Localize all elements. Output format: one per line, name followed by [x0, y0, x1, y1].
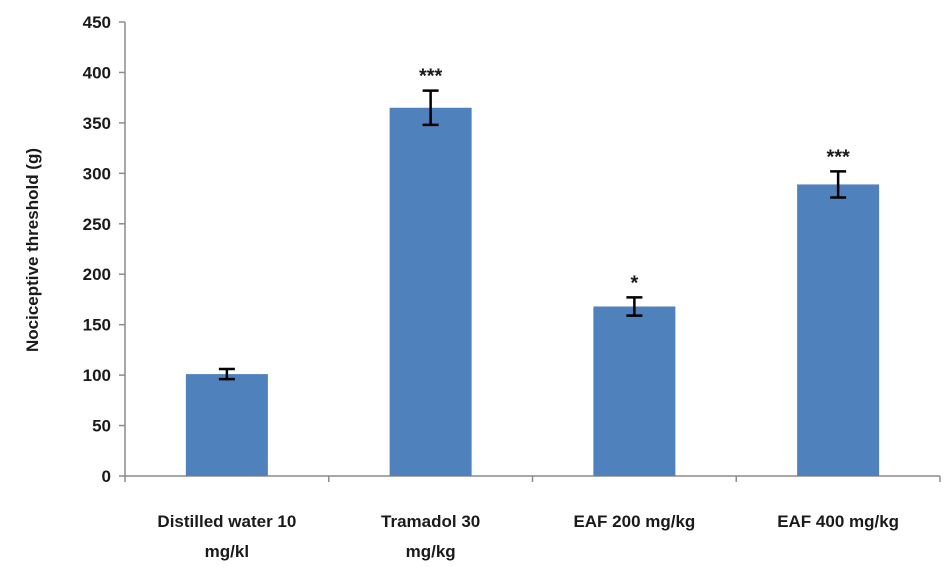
- significance-label: ***: [419, 66, 443, 88]
- y-tick-label: 0: [102, 467, 111, 486]
- y-tick-label: 450: [83, 13, 111, 32]
- y-tick-label: 250: [83, 215, 111, 234]
- significance-annotations: *******: [419, 66, 850, 295]
- y-tick-label: 400: [83, 63, 111, 82]
- y-tick-label: 150: [83, 316, 111, 335]
- bar: [185, 374, 268, 476]
- y-tick-label: 300: [83, 164, 111, 183]
- y-tick-label: 350: [83, 114, 111, 133]
- x-axis: [124, 475, 941, 482]
- bar: [593, 306, 676, 476]
- error-bar: [218, 367, 235, 381]
- error-bar: [626, 296, 643, 317]
- error-bars: [218, 89, 847, 381]
- bar: [797, 184, 880, 477]
- category-label: EAF 200 mg/kg: [573, 512, 695, 531]
- category-label: mg/kl: [205, 542, 249, 561]
- bars: [185, 107, 880, 477]
- y-tick-label: 50: [92, 417, 111, 436]
- y-axis-label: Nociceptive threshold (g): [23, 148, 42, 352]
- y-tick-label: 200: [83, 265, 111, 284]
- y-axis: 0 50 100 150 200 250 300 350 400 450: [83, 13, 126, 486]
- category-label: EAF 400 mg/kg: [777, 512, 899, 531]
- category-label: Distilled water 10: [157, 512, 296, 531]
- y-tick-label: 100: [83, 366, 111, 385]
- category-label: Tramadol 30: [381, 512, 480, 531]
- error-bar: [422, 89, 439, 127]
- significance-label: ***: [826, 146, 850, 168]
- bar: [389, 107, 472, 476]
- category-label: mg/kg: [406, 542, 456, 561]
- category-labels: Distilled water 10 mg/kl Tramadol 30 mg/kg E…: [157, 512, 899, 561]
- significance-label: *: [630, 272, 638, 294]
- error-bar: [830, 170, 847, 199]
